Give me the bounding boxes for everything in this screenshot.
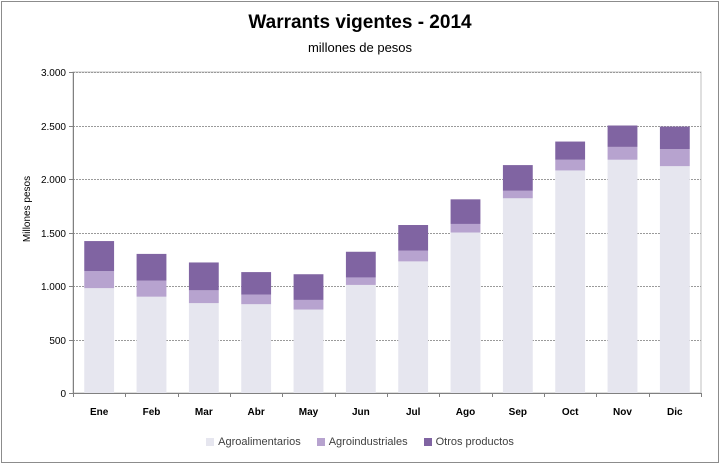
bar-agroindustriales-jul xyxy=(398,250,429,262)
bar-otros-productos-jul xyxy=(398,225,429,251)
bar-otros-productos-ene xyxy=(84,241,115,272)
bar-otros-productos-jun xyxy=(345,251,376,278)
bar-agroalimentarios-jul xyxy=(398,261,429,393)
gridlines xyxy=(72,71,702,394)
bars xyxy=(84,125,690,393)
legend-swatch xyxy=(206,438,215,446)
bar-agroindustriales-oct xyxy=(555,159,586,171)
bar-agroindustriales-nov xyxy=(607,146,638,160)
y-tick-label: 500 xyxy=(49,336,66,347)
bar-agroindustriales-may xyxy=(293,299,324,310)
bar-otros-productos-feb xyxy=(136,253,167,281)
bar-otros-productos-oct xyxy=(555,141,586,160)
bar-agroalimentarios-abr xyxy=(241,304,272,393)
bar-otros-productos-abr xyxy=(241,272,272,295)
bar-agroalimentarios-may xyxy=(293,309,324,393)
y-axis-label: Millones pesos xyxy=(22,176,33,242)
axes: 0 500 1.000 1.500 2.000 2.500 3.000 Ene Feb Mar Ab… xyxy=(41,68,702,418)
bar-agroalimentarios-sep xyxy=(502,198,533,393)
x-tick-label: Jul xyxy=(406,407,421,418)
bar-agroindustriales-dic xyxy=(659,149,690,167)
bar-otros-productos-may xyxy=(293,274,324,300)
bar-agroindustriales-abr xyxy=(241,294,272,305)
x-tick-label: Ene xyxy=(90,407,109,418)
legend-item: Agroindustriales xyxy=(316,436,408,448)
bar-otros-productos-sep xyxy=(502,165,533,191)
legend-swatch xyxy=(423,438,432,446)
legend: Agroalimentarios Agroindustriales Otros pr… xyxy=(2,436,718,448)
bar-agroalimentarios-mar xyxy=(188,303,219,393)
y-tick-label: 1.500 xyxy=(41,229,66,240)
legend-label: Agroalimentarios xyxy=(218,436,301,448)
bar-agroindustriales-ago xyxy=(450,223,481,233)
bar-agroalimentarios-feb xyxy=(136,296,167,393)
x-tick-label: Nov xyxy=(613,407,632,418)
bar-agroalimentarios-ene xyxy=(84,288,115,393)
x-tick-label: Mar xyxy=(195,407,213,418)
bar-otros-productos-ago xyxy=(450,199,481,224)
bar-agroindustriales-mar xyxy=(188,290,219,304)
x-tick-label: Sep xyxy=(509,407,527,418)
y-tick-label: 2.000 xyxy=(41,175,66,186)
chart-subtitle: millones de pesos xyxy=(307,40,413,55)
legend-label: Otros productos xyxy=(435,436,514,448)
y-tick-label: 0 xyxy=(60,389,66,400)
x-tick-label: Dic xyxy=(667,407,683,418)
bar-agroindustriales-jun xyxy=(345,277,376,285)
bar-agroindustriales-sep xyxy=(502,190,533,199)
bar-agroalimentarios-nov xyxy=(607,159,638,393)
bar-agroalimentarios-jun xyxy=(345,284,376,393)
chart-title: Warrants vigentes - 2014 xyxy=(248,12,472,33)
legend-item: Otros productos xyxy=(423,436,514,448)
bar-otros-productos-mar xyxy=(188,262,219,291)
x-tick-label: Jun xyxy=(352,407,370,418)
bar-agroalimentarios-oct xyxy=(555,170,586,393)
x-tick-label: Oct xyxy=(562,407,579,418)
legend-swatch xyxy=(316,438,325,446)
legend-label: Agroindustriales xyxy=(328,436,408,448)
bar-agroindustriales-ene xyxy=(84,271,115,289)
bar-otros-productos-nov xyxy=(607,125,638,147)
y-tick-label: 2.500 xyxy=(41,122,66,133)
x-tick-label: May xyxy=(299,407,319,418)
plot-area xyxy=(72,71,702,394)
bar-agroalimentarios-dic xyxy=(659,166,690,393)
y-tick-label: 1.000 xyxy=(41,282,66,293)
x-tick-label: Abr xyxy=(248,407,265,418)
bar-otros-productos-dic xyxy=(659,126,690,150)
x-tick-label: Feb xyxy=(143,407,161,418)
legend-item: Agroalimentarios xyxy=(206,436,301,448)
bar-agroindustriales-feb xyxy=(136,280,167,297)
bar-agroalimentarios-ago xyxy=(450,232,481,393)
y-tick-label: 3.000 xyxy=(41,68,66,79)
x-tick-label: Ago xyxy=(456,407,475,418)
